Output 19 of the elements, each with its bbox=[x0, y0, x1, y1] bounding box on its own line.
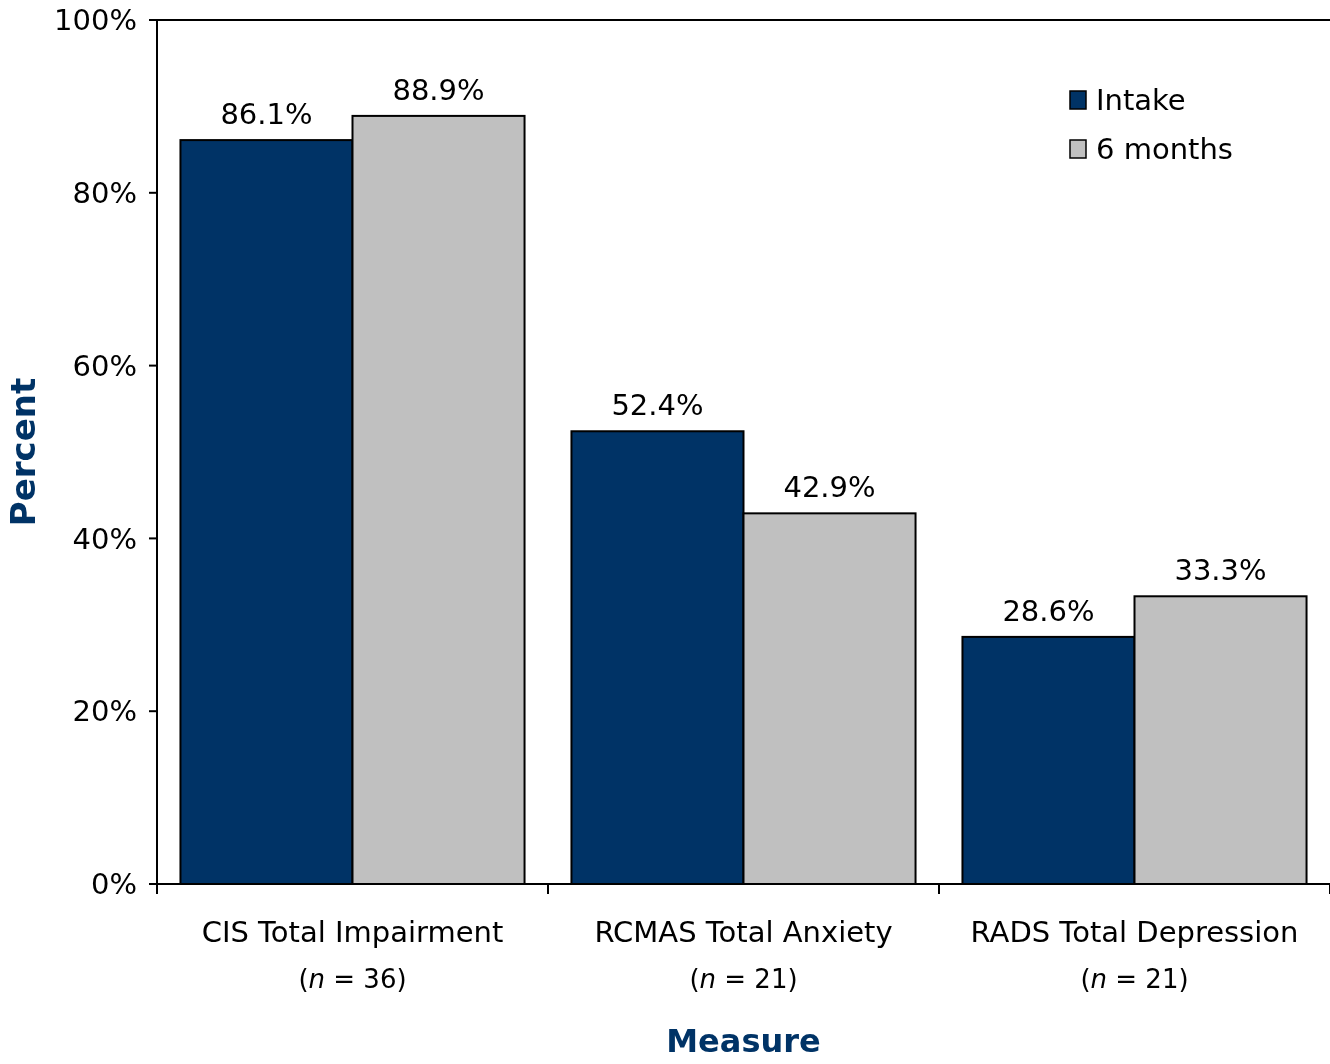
x-axis-title: Measure bbox=[666, 1022, 821, 1060]
y-tick-label: 20% bbox=[72, 694, 137, 729]
legend-label: 6 months bbox=[1096, 132, 1233, 167]
x-tick-label: RCMAS Total Anxiety (n = 21) bbox=[594, 915, 893, 994]
data-label: 33.3% bbox=[1174, 553, 1267, 588]
x-tick-label: CIS Total Impairment (n = 36) bbox=[201, 915, 504, 994]
data-label: 42.9% bbox=[783, 470, 876, 505]
data-label: 86.1% bbox=[220, 97, 313, 132]
y-tick-label: 0% bbox=[90, 867, 137, 902]
y-tick-label: 40% bbox=[72, 521, 137, 556]
y-tick-label: 80% bbox=[72, 175, 137, 210]
legend-label: Intake bbox=[1096, 83, 1186, 118]
y-axis-title: Percent bbox=[3, 377, 43, 527]
data-label: 28.6% bbox=[1002, 593, 1095, 628]
x-tick-label: RADS Total Depression (n = 21) bbox=[970, 915, 1299, 994]
data-label: 88.9% bbox=[392, 72, 485, 107]
y-tick-label: 100% bbox=[54, 3, 137, 38]
y-tick-label: 60% bbox=[72, 348, 137, 383]
data-label: 52.4% bbox=[611, 388, 704, 423]
